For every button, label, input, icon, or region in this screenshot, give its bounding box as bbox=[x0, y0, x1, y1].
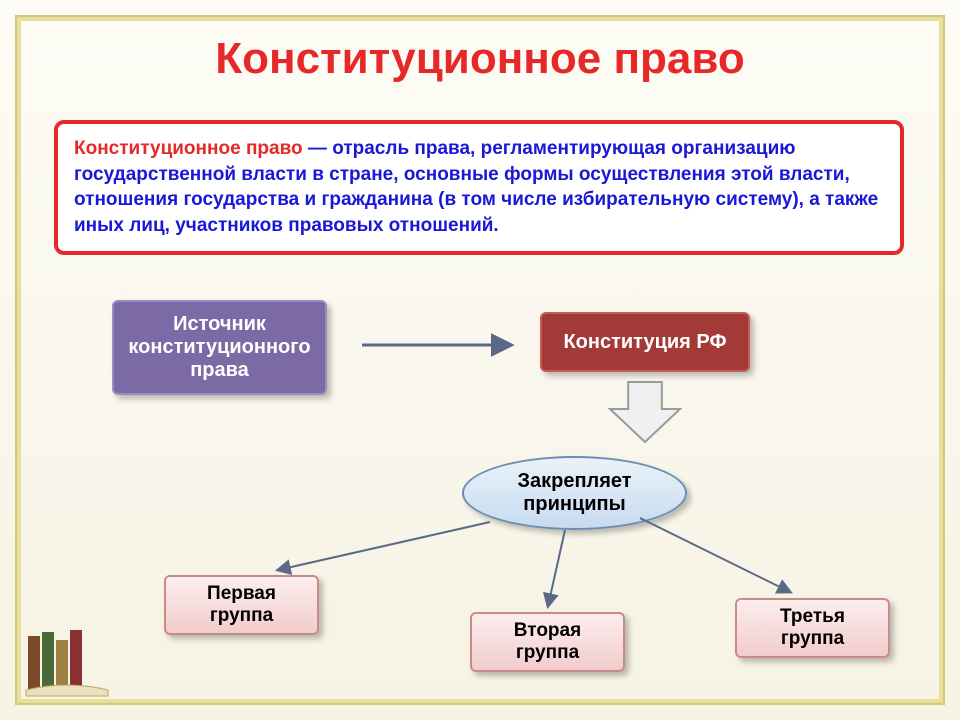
node-group-2: Вторая группа bbox=[470, 612, 625, 672]
node-group-1-text: Первая группа bbox=[178, 583, 305, 627]
books-icon bbox=[22, 628, 112, 698]
definition-box: Конституционное право — отрасль права, р… bbox=[54, 120, 904, 255]
node-constitution: Конституция РФ bbox=[540, 312, 750, 372]
definition-term: Конституционное право bbox=[74, 138, 303, 159]
node-source: Источник конституционного права bbox=[112, 300, 327, 395]
node-group-3: Третья группа bbox=[735, 598, 890, 658]
node-group-1: Первая группа bbox=[164, 575, 319, 635]
node-constitution-text: Конституция РФ bbox=[563, 331, 726, 354]
node-principles: Закрепляет принципы bbox=[462, 456, 687, 530]
block-down-arrow-icon bbox=[610, 382, 680, 442]
node-source-text: Источник конституционного права bbox=[126, 313, 313, 382]
page-title: Конституционное право bbox=[0, 34, 960, 84]
node-group-3-text: Третья группа bbox=[749, 606, 876, 650]
title-text: Конституционное право bbox=[215, 34, 744, 83]
node-principles-text: Закрепляет принципы bbox=[476, 470, 673, 516]
node-group-2-text: Вторая группа bbox=[484, 620, 611, 664]
